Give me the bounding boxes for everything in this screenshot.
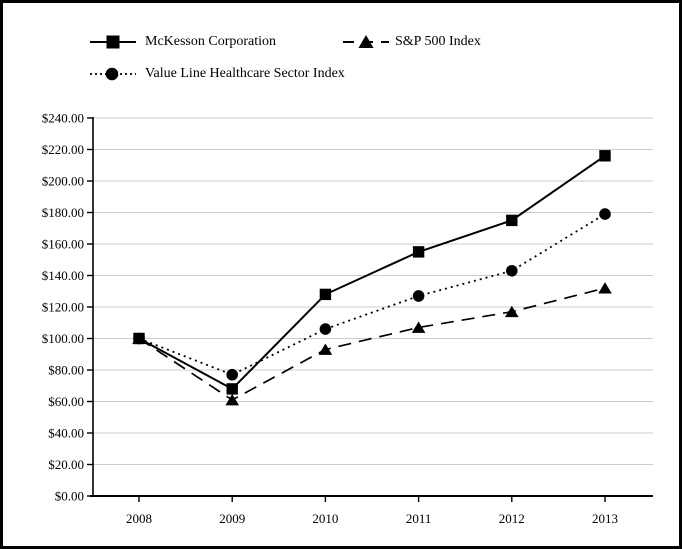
y-tick-label: $20.00 [48,457,84,472]
y-tick-label: $140.00 [42,268,84,283]
dashed-line-triangle-marker-icon [343,35,389,48]
solid-line-square-marker-icon [90,35,136,49]
square-marker [133,332,145,345]
legend-label-mckesson-corporation: McKesson Corporation [145,34,277,49]
y-tick-label: $200.00 [42,174,84,189]
legend-label-sp-500-index: S&P 500 Index [395,34,481,49]
x-tick-label: 2009 [219,511,245,526]
chart-plot: $0.00 $20.00 $40.00 $60.00 $80.00 $100.00 $120… [42,111,653,526]
circle-marker [506,264,518,277]
x-axis-ticks-labels: 2008 2009 2010 2011 2012 2013 [126,496,618,526]
circle-marker [226,368,238,381]
series-line-s-p-500-index [138,287,606,401]
y-tick-label: $100.00 [42,331,84,346]
x-tick-label: 2011 [406,511,432,526]
square-marker [226,383,238,395]
series-line-mckesson-corporation [138,154,606,391]
y-tick-label: $40.00 [48,426,84,441]
legend-item-sp-500-index: S&P 500 Index [343,34,481,50]
series-s-p-500-index [132,282,612,406]
dotted-line-circle-marker-icon [90,67,136,81]
series-value-line-healthcare-sector-index [133,208,611,381]
y-tick-label: $80.00 [48,363,84,378]
y-tick-label: $60.00 [48,394,84,409]
x-tick-label: 2013 [592,511,618,526]
y-tick-label: $0.00 [55,489,84,504]
legend-label-value-line-healthcare-sector-index: Value Line Healthcare Sector Index [145,66,345,81]
triangle-marker [505,305,519,318]
series-mckesson-corporation [133,150,611,395]
x-tick-label: 2010 [312,511,338,526]
x-tick-label: 2008 [126,511,152,526]
x-tick-label: 2012 [499,511,525,526]
y-tick-label: $120.00 [42,300,84,315]
square-marker [319,288,332,301]
circle-marker [599,208,611,220]
triangle-marker [225,393,239,406]
y-tick-label: $180.00 [42,205,84,220]
y-tick-label: $240.00 [42,111,84,126]
triangle-marker [318,343,333,355]
triangle-marker [598,282,612,294]
series-line-value-line-healthcare-sector-index [138,213,606,376]
legend-item-mckesson-corporation: McKesson Corporation [90,34,276,50]
y-tick-label: $220.00 [42,142,84,157]
triangle-marker [411,321,426,333]
y-axis-ticks-labels: $0.00 $20.00 $40.00 $60.00 $80.00 $100.00 $120… [42,111,93,504]
circle-marker [319,323,332,335]
circle-marker [412,290,425,302]
legend-item-value-line-healthcare-sector-index: Value Line Healthcare Sector Index [90,66,345,82]
square-marker [412,246,425,258]
y-gridlines [93,117,653,465]
y-tick-label: $160.00 [42,237,84,252]
square-marker [599,150,611,162]
square-marker [506,214,518,227]
